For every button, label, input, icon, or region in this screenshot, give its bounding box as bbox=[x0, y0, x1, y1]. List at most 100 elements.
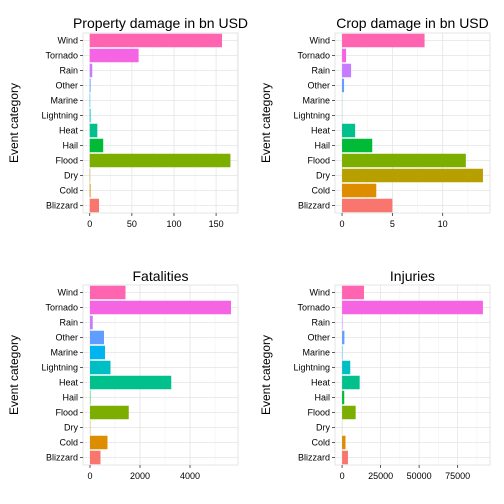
x-tick-label: 0 bbox=[340, 219, 345, 229]
category-label-rain: Rain bbox=[311, 318, 330, 328]
bar-lightning bbox=[90, 109, 91, 123]
bar-blizzard bbox=[342, 451, 348, 465]
x-tick-label: 25000 bbox=[368, 471, 393, 481]
category-label-lightning: Lightning bbox=[41, 111, 78, 121]
x-tick-label: 100 bbox=[166, 219, 181, 229]
category-label-tornado: Tornado bbox=[45, 303, 78, 313]
category-label-wind: Wind bbox=[309, 288, 330, 298]
bar-lightning bbox=[342, 361, 350, 375]
category-label-dry: Dry bbox=[64, 171, 78, 181]
bar-rain bbox=[90, 316, 93, 330]
bar-hail bbox=[342, 139, 372, 153]
category-label-tornado: Tornado bbox=[45, 51, 78, 61]
category-label-marine: Marine bbox=[50, 96, 78, 106]
x-tick-label: 10 bbox=[438, 219, 448, 229]
category-label-flood: Flood bbox=[55, 156, 78, 166]
category-label-flood: Flood bbox=[307, 408, 330, 418]
bar-heat bbox=[342, 124, 355, 138]
bar-flood bbox=[342, 154, 466, 168]
y-axis-label: Event category bbox=[7, 83, 21, 163]
bar-flood bbox=[90, 406, 129, 420]
category-label-cold: Cold bbox=[311, 186, 330, 196]
bar-other bbox=[90, 79, 91, 93]
category-label-other: Other bbox=[307, 81, 330, 91]
chart-panel-3: Blizzard Cold Dry Flood Hail Heat Lightning Mar… bbox=[7, 268, 238, 481]
category-label-hail: Hail bbox=[314, 393, 330, 403]
chart-panel-1: Blizzard Cold Dry Flood Hail Heat Lightning Mar… bbox=[7, 15, 248, 229]
category-label-flood: Flood bbox=[55, 408, 78, 418]
bar-blizzard bbox=[342, 199, 392, 213]
category-label-heat: Heat bbox=[59, 126, 79, 136]
bar-blizzard bbox=[90, 451, 101, 465]
bar-cold bbox=[342, 436, 345, 450]
bar-other bbox=[90, 331, 104, 345]
category-label-cold: Cold bbox=[59, 438, 78, 448]
x-tick-label: 4000 bbox=[180, 471, 200, 481]
x-tick-label: 0 bbox=[340, 471, 345, 481]
bar-heat bbox=[90, 124, 98, 138]
bar-cold bbox=[342, 184, 376, 198]
bar-other bbox=[342, 79, 344, 93]
category-label-hail: Hail bbox=[62, 393, 78, 403]
bar-blizzard bbox=[90, 199, 99, 213]
bar-other bbox=[342, 331, 344, 345]
category-label-hail: Hail bbox=[62, 141, 78, 151]
category-label-blizzard: Blizzard bbox=[46, 201, 78, 211]
category-label-dry: Dry bbox=[64, 423, 78, 433]
category-label-tornado: Tornado bbox=[297, 51, 330, 61]
bar-lightning bbox=[90, 361, 111, 375]
category-label-rain: Rain bbox=[311, 66, 330, 76]
category-label-cold: Cold bbox=[311, 438, 330, 448]
x-tick-label: 0 bbox=[87, 471, 92, 481]
category-label-dry: Dry bbox=[316, 423, 330, 433]
bar-hail bbox=[342, 391, 344, 405]
category-label-tornado: Tornado bbox=[297, 303, 330, 313]
category-label-other: Other bbox=[55, 81, 78, 91]
category-label-dry: Dry bbox=[316, 171, 330, 181]
bar-heat bbox=[90, 376, 171, 390]
bar-cold bbox=[90, 436, 108, 450]
category-label-cold: Cold bbox=[59, 186, 78, 196]
category-label-flood: Flood bbox=[307, 156, 330, 166]
category-label-rain: Rain bbox=[59, 318, 78, 328]
x-tick-label: 50 bbox=[127, 219, 137, 229]
x-tick-label: 0 bbox=[87, 219, 92, 229]
category-label-hail: Hail bbox=[314, 141, 330, 151]
category-label-lightning: Lightning bbox=[293, 363, 330, 373]
bar-tornado bbox=[90, 49, 139, 63]
x-tick-label: 5 bbox=[390, 219, 395, 229]
category-label-marine: Marine bbox=[50, 348, 78, 358]
bar-marine bbox=[90, 346, 105, 360]
chart-panel-2: BlizzardColdDryFloodHailHeatLightningMar… bbox=[259, 15, 490, 229]
category-label-blizzard: Blizzard bbox=[46, 453, 78, 463]
bar-rain bbox=[342, 64, 351, 78]
bar-wind bbox=[342, 286, 364, 300]
category-label-marine: Marine bbox=[302, 96, 330, 106]
panel-title: Injuries bbox=[390, 268, 435, 284]
bar-tornado bbox=[90, 301, 231, 315]
category-label-lightning: Lightning bbox=[293, 111, 330, 121]
chart-panel-4: Blizzard Cold Dry Flood Hail Heat Lightning Mar… bbox=[259, 268, 490, 481]
bar-hail bbox=[90, 139, 103, 153]
category-label-heat: Heat bbox=[311, 378, 331, 388]
category-label-heat: Heat bbox=[59, 378, 79, 388]
category-label-heat: Heat bbox=[311, 126, 331, 136]
bar-wind bbox=[90, 34, 222, 48]
bar-heat bbox=[342, 376, 360, 390]
panel-title: Property damage in bn USD bbox=[73, 15, 248, 31]
category-label-lightning: Lightning bbox=[41, 363, 78, 373]
bar-flood bbox=[90, 154, 231, 168]
category-label-other: Other bbox=[55, 333, 78, 343]
category-label-other: Other bbox=[307, 333, 330, 343]
bar-cold bbox=[90, 184, 91, 198]
bar-tornado bbox=[342, 301, 483, 315]
x-tick-label: 75000 bbox=[445, 471, 470, 481]
y-axis-label: Event category bbox=[259, 83, 273, 163]
category-label-rain: Rain bbox=[59, 66, 78, 76]
x-tick-label: 50000 bbox=[407, 471, 432, 481]
panel-title: Fatalities bbox=[132, 268, 188, 284]
bar-wind bbox=[342, 34, 425, 48]
bar-flood bbox=[342, 406, 356, 420]
category-label-marine: Marine bbox=[302, 348, 330, 358]
